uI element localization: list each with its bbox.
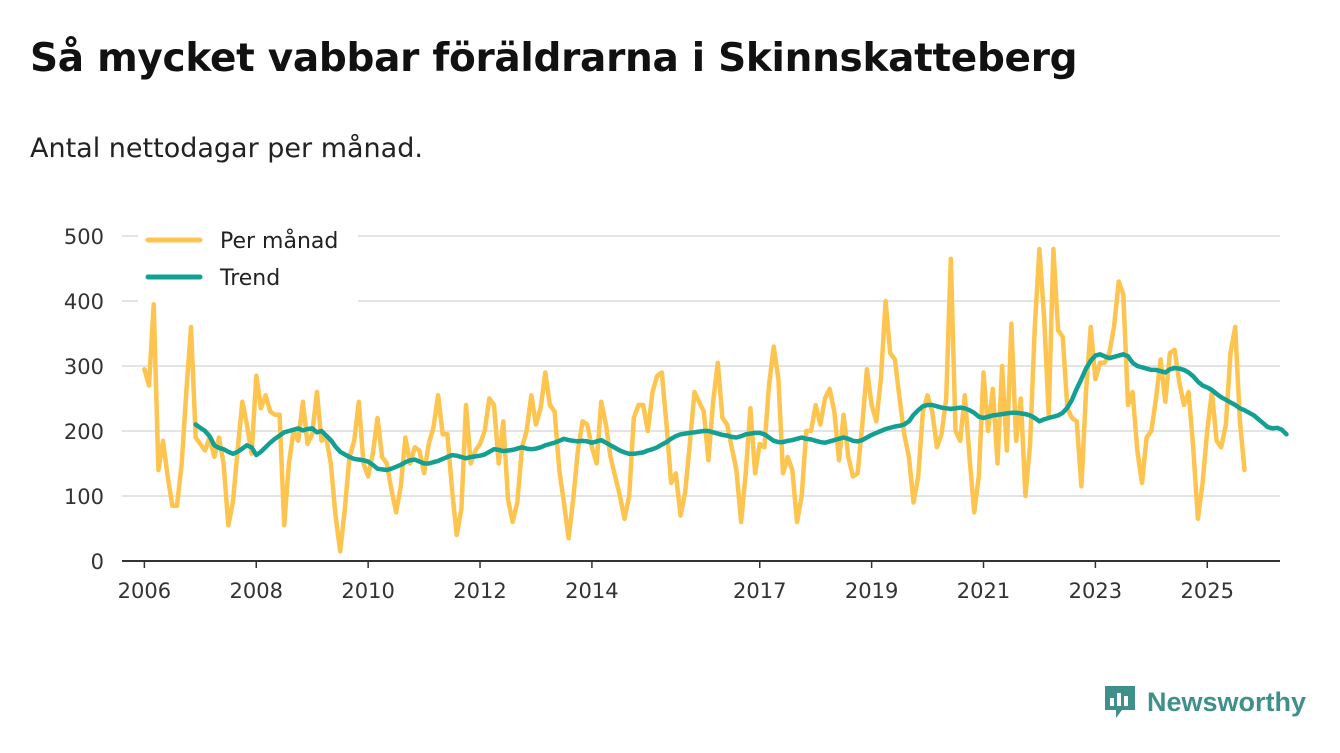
y-tick-label: 300 (64, 355, 104, 379)
legend-label-trend: Trend (219, 266, 280, 291)
x-tick-label: 2008 (230, 579, 283, 603)
x-tick-label: 2017 (733, 579, 786, 603)
x-axis-ticks: 2006 2008 2010 2012 2014 2017 2019 2021 2023 2025 (118, 561, 1234, 603)
x-tick-label: 2021 (957, 579, 1010, 603)
x-tick-label: 2012 (453, 579, 506, 603)
legend: Per månad Trend (138, 224, 358, 302)
y-tick-label: 500 (64, 225, 104, 249)
chart-subtitle: Antal nettodagar per månad. (30, 133, 423, 164)
y-tick-label: 200 (64, 420, 104, 444)
series-lines (142, 246, 1289, 554)
legend-label-per-manad: Per månad (220, 228, 338, 254)
x-tick-label: 2019 (845, 579, 898, 603)
y-tick-label: 0 (91, 550, 104, 574)
brand-logo: Newsworthy (1103, 684, 1306, 720)
series-line-per-manad (142, 246, 1247, 554)
x-tick-label: 2006 (118, 579, 171, 603)
series-line-trend (193, 352, 1289, 473)
y-axis-ticks: 0 100 200 300 400 500 (64, 225, 104, 574)
legend-background (138, 224, 358, 302)
y-tick-label: 100 (64, 485, 104, 509)
x-tick-label: 2023 (1069, 579, 1122, 603)
newsworthy-logo-icon (1105, 686, 1135, 718)
x-tick-label: 2014 (565, 579, 618, 603)
y-tick-label: 400 (64, 290, 104, 314)
brand-name: Newsworthy (1147, 686, 1307, 717)
chart-title: Så mycket vabbar föräldrarna i Skinnskat… (30, 36, 1078, 81)
x-tick-label: 2025 (1181, 579, 1234, 603)
x-tick-label: 2010 (341, 579, 394, 603)
